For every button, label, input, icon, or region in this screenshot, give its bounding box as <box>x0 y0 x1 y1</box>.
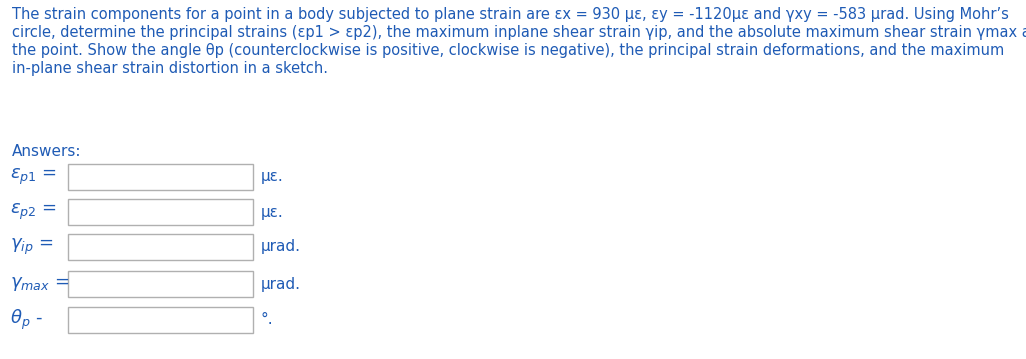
Text: $\varepsilon_{p1}$ =: $\varepsilon_{p1}$ = <box>10 167 57 187</box>
Text: in-plane shear strain distortion in a sketch.: in-plane shear strain distortion in a sk… <box>12 61 328 76</box>
Text: circle, determine the principal strains (εp1 > εp2), the maximum inplane shear s: circle, determine the principal strains … <box>12 25 1026 40</box>
Text: Answers:: Answers: <box>12 144 81 159</box>
Text: $\theta_{p}$ -: $\theta_{p}$ - <box>10 308 43 332</box>
Bar <box>68 164 253 190</box>
Text: μrad.: μrad. <box>261 276 301 292</box>
Bar <box>68 234 253 260</box>
Text: $\gamma_{max}$ =: $\gamma_{max}$ = <box>10 275 70 293</box>
Bar <box>68 199 253 225</box>
Text: °.: °. <box>261 312 274 327</box>
Text: $\varepsilon_{p2}$ =: $\varepsilon_{p2}$ = <box>10 202 57 222</box>
Bar <box>68 307 253 333</box>
Bar <box>68 271 253 297</box>
Text: The strain components for a point in a body subjected to plane strain are εx = 9: The strain components for a point in a b… <box>12 7 1009 22</box>
Text: με.: με. <box>261 205 284 219</box>
Text: the point. Show the angle θp (counterclockwise is positive, clockwise is negativ: the point. Show the angle θp (counterclo… <box>12 43 1004 58</box>
Text: με.: με. <box>261 169 284 185</box>
Text: μrad.: μrad. <box>261 239 301 255</box>
Text: $\gamma_{ip}$ =: $\gamma_{ip}$ = <box>10 237 53 257</box>
